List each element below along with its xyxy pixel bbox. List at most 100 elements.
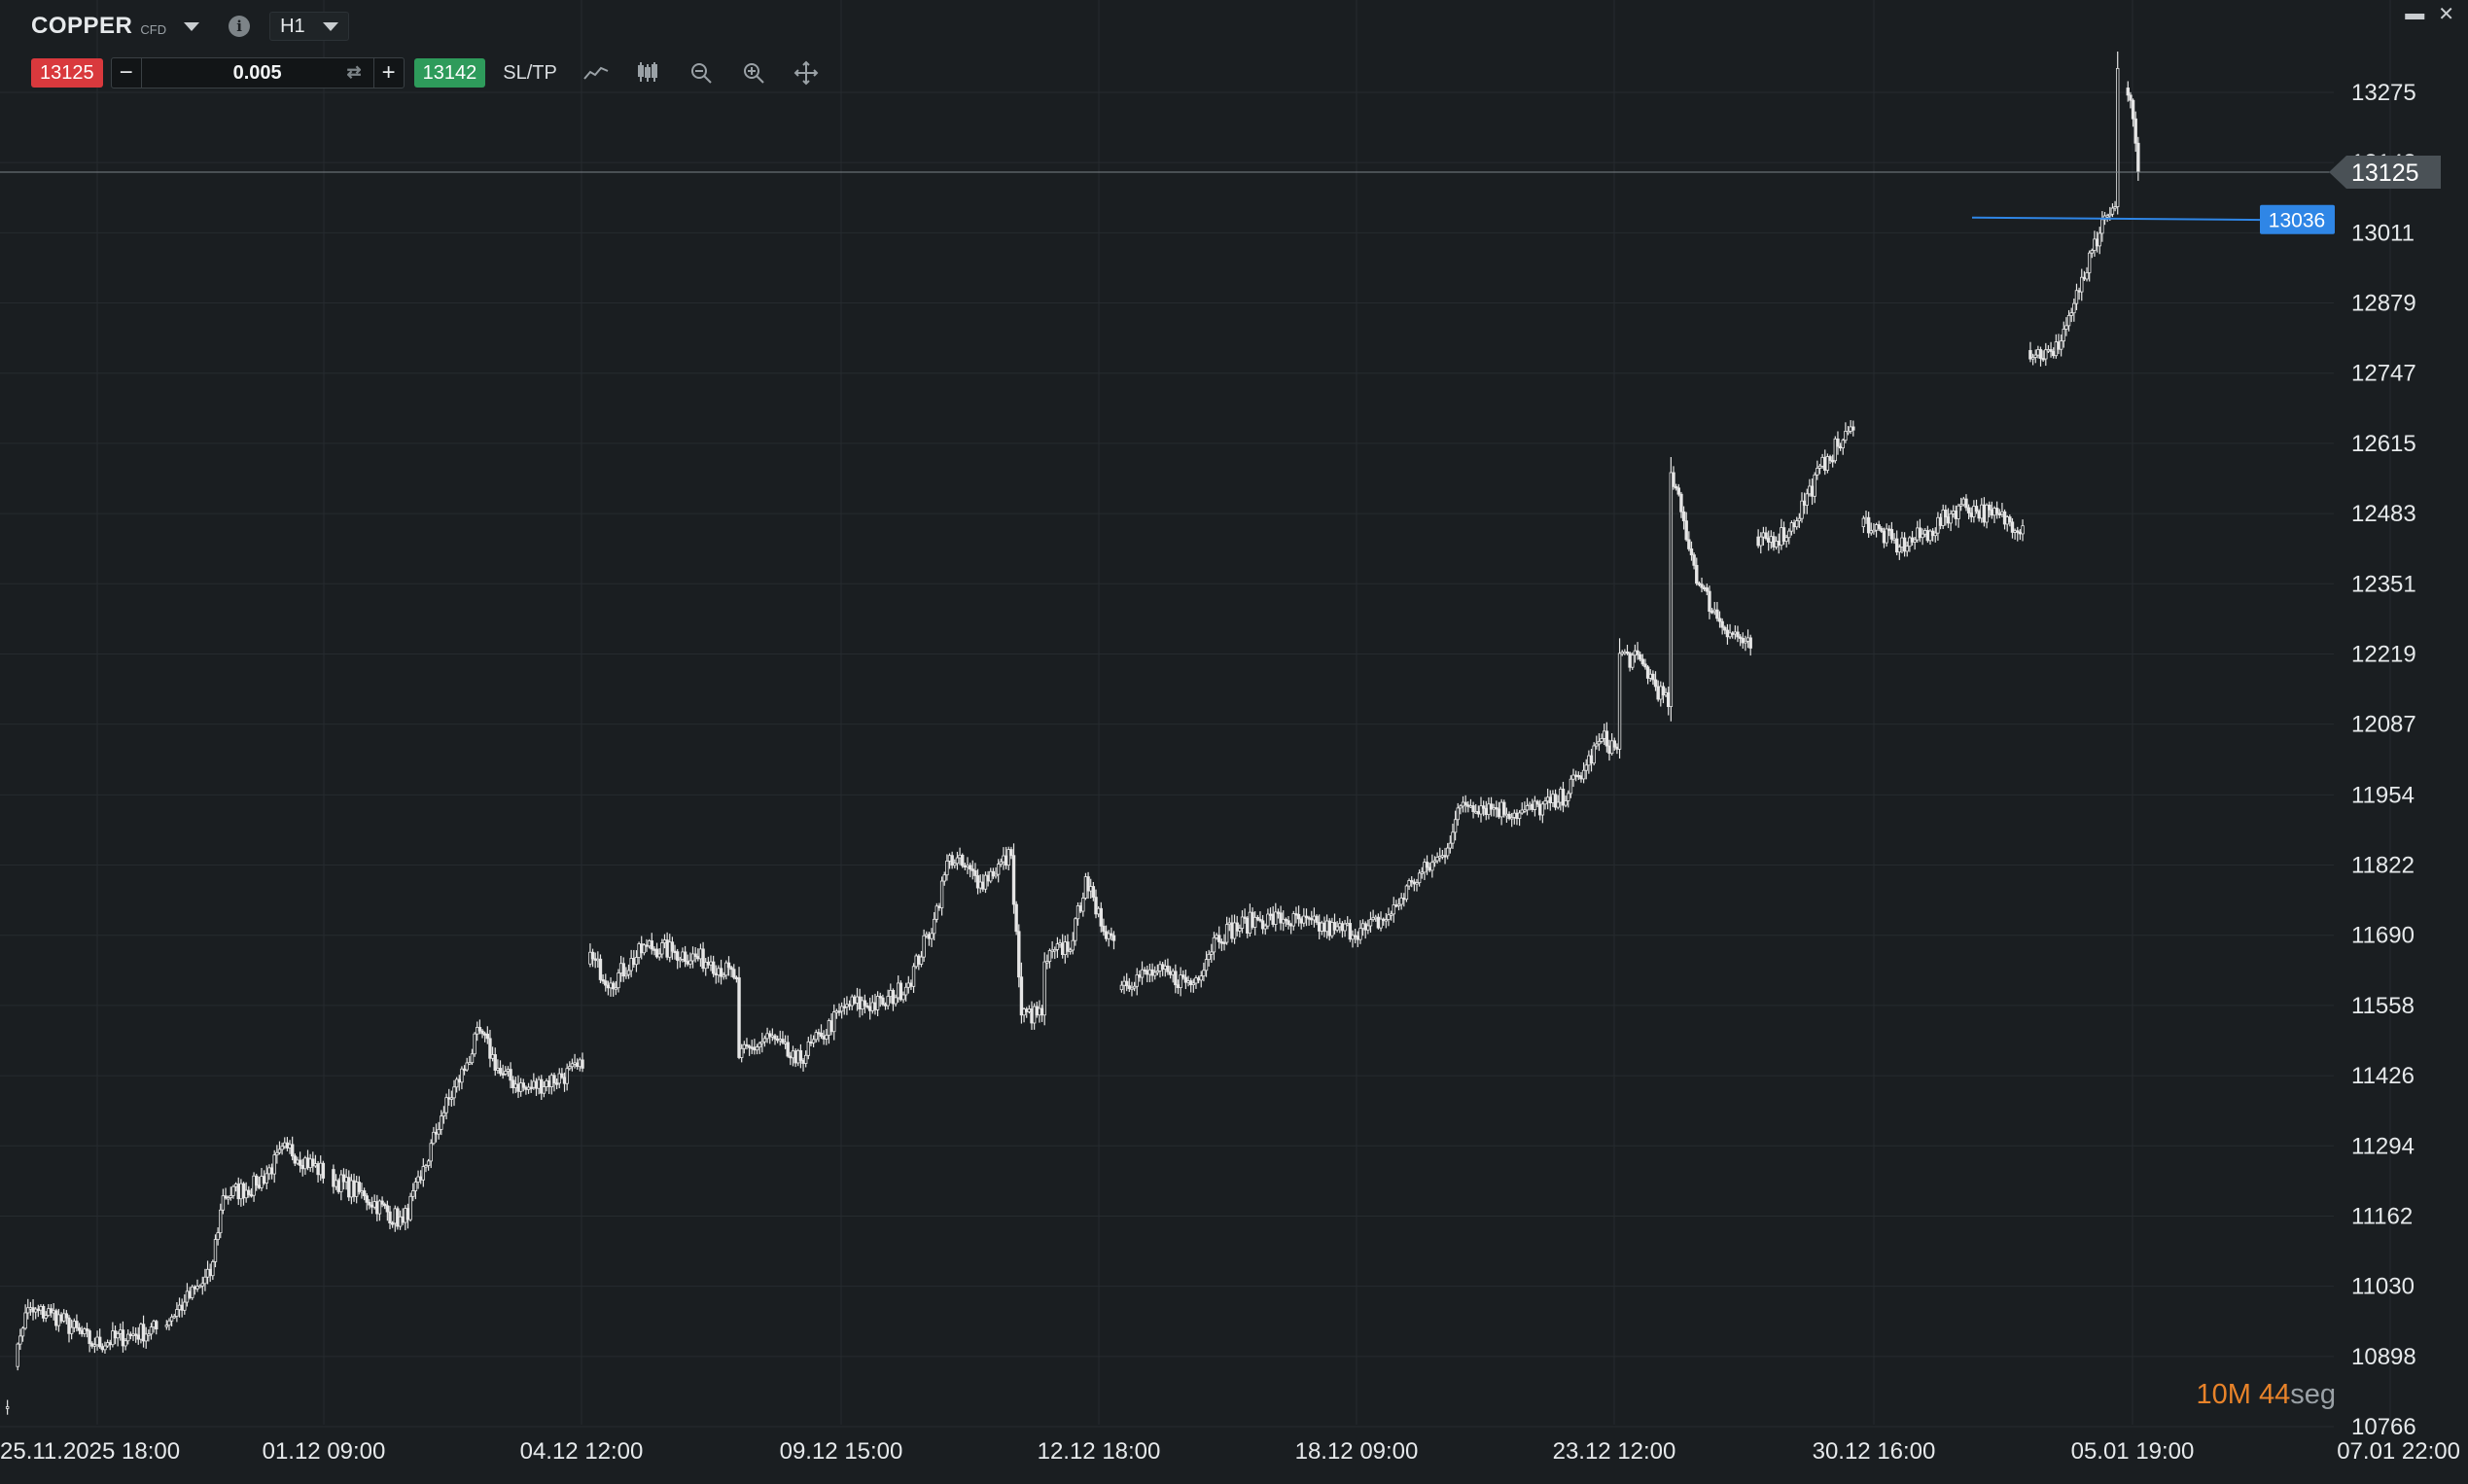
candle-body	[1872, 529, 1876, 533]
sltp-button[interactable]: SL/TP	[503, 61, 557, 84]
candle-body	[518, 1082, 523, 1092]
close-icon[interactable]: ✕	[2438, 4, 2454, 25]
candle-body	[1135, 974, 1139, 987]
candle-body	[1296, 913, 1301, 920]
candle-body	[562, 1077, 567, 1084]
candle-body	[1607, 745, 1611, 755]
minimize-icon[interactable]: ▬	[2405, 3, 2425, 24]
candle-body	[1631, 654, 1635, 668]
candle-body	[488, 1038, 492, 1059]
candle-body	[149, 1326, 154, 1335]
candle-body	[280, 1146, 284, 1150]
candle-body	[781, 1039, 785, 1043]
candle-body	[1697, 583, 1702, 585]
candle-body	[1002, 855, 1005, 863]
candle-body	[881, 997, 885, 1006]
candles-icon[interactable]	[635, 59, 662, 87]
candle-body	[1667, 691, 1671, 707]
swap-icon[interactable]: ⇄	[346, 62, 362, 82]
symbol-selector[interactable]: COPPER CFD i H1	[31, 10, 350, 43]
candle-body	[457, 1078, 461, 1083]
candle-body	[1191, 982, 1196, 985]
info-icon[interactable]: i	[229, 16, 251, 37]
candle-body	[424, 1165, 428, 1168]
candle-body	[1964, 498, 1968, 509]
candle-body	[817, 1032, 821, 1035]
candle-body	[247, 1189, 251, 1195]
candle-body	[1523, 809, 1527, 812]
candle-body	[688, 960, 692, 965]
sell-button[interactable]: 13125	[31, 58, 103, 88]
candle-body	[1456, 807, 1460, 821]
candle-body	[870, 1002, 875, 1011]
candle-body	[1787, 530, 1791, 539]
candle-body	[1561, 789, 1566, 806]
candle-body	[991, 870, 996, 877]
candle-body	[647, 940, 652, 947]
candle-body	[753, 1046, 757, 1051]
x-tick-label: 01.12 09:00	[263, 1438, 386, 1465]
candle-body	[267, 1167, 271, 1175]
candle-body	[1387, 914, 1391, 920]
candle-body	[1576, 775, 1581, 778]
decrease-quantity-button[interactable]: −	[119, 59, 133, 86]
candle-body	[385, 1205, 390, 1213]
candle-body	[1728, 632, 1732, 638]
candle-body	[1379, 918, 1383, 929]
candle-body	[85, 1328, 89, 1331]
candle-body	[2062, 329, 2065, 342]
candle-body	[319, 1162, 323, 1176]
candle-body	[1623, 651, 1627, 654]
symbol-dropdown-icon[interactable]	[184, 21, 200, 31]
candle-body	[2108, 213, 2112, 217]
candle-body	[750, 1046, 754, 1049]
candle-body	[593, 958, 597, 961]
candle-body	[2082, 276, 2087, 280]
zoom-out-icon[interactable]	[688, 59, 715, 87]
candle-body	[1050, 949, 1054, 952]
candle-body	[739, 1047, 744, 1058]
candle-body	[449, 1097, 454, 1100]
candle-body	[1559, 789, 1563, 803]
candle-body	[52, 1310, 55, 1314]
increase-quantity-button[interactable]: +	[381, 59, 396, 86]
quantity-input[interactable]: 0.005 ⇄	[140, 58, 374, 88]
candle-body	[1916, 527, 1920, 541]
timeframe-select[interactable]: H1	[269, 12, 350, 41]
candle-body	[1091, 886, 1096, 899]
quantity-stepper[interactable]: − 0.005 ⇄ +	[110, 57, 405, 88]
candle-body	[1423, 862, 1427, 873]
candle-body	[1545, 796, 1550, 802]
candle-body	[36, 1308, 41, 1312]
candle-body	[1828, 456, 1832, 461]
candle-body	[1428, 866, 1431, 871]
line-chart-icon[interactable]	[582, 59, 610, 87]
candle-body	[1712, 609, 1716, 613]
candle-body	[1808, 485, 1812, 495]
candle-body	[1481, 805, 1486, 809]
current-price-label: 13125	[2351, 159, 2419, 187]
candle-body	[1356, 936, 1359, 940]
candle-body	[128, 1333, 133, 1336]
crosshair-icon[interactable]	[793, 59, 820, 87]
candle-body	[1604, 730, 1609, 747]
candle-body	[1466, 804, 1470, 807]
candle-body	[947, 855, 952, 862]
candle-body	[758, 1042, 761, 1048]
x-tick-label: 04.12 12:00	[520, 1438, 644, 1465]
candle-body	[1186, 980, 1190, 983]
current-price-tag	[2329, 156, 2441, 190]
candle-body	[762, 1038, 767, 1042]
candle-body	[321, 1162, 326, 1179]
candle-body	[1592, 745, 1596, 764]
x-tick-label: 05.01 19:00	[2071, 1438, 2195, 1465]
candle-body	[798, 1049, 803, 1061]
zoom-in-icon[interactable]	[740, 59, 767, 87]
candle-body	[1224, 924, 1229, 943]
candle-body	[521, 1082, 525, 1088]
y-tick-label: 11426	[2351, 1063, 2415, 1089]
candle-body	[1497, 808, 1501, 818]
candle-body	[1841, 440, 1845, 448]
buy-button[interactable]: 13142	[413, 58, 486, 88]
